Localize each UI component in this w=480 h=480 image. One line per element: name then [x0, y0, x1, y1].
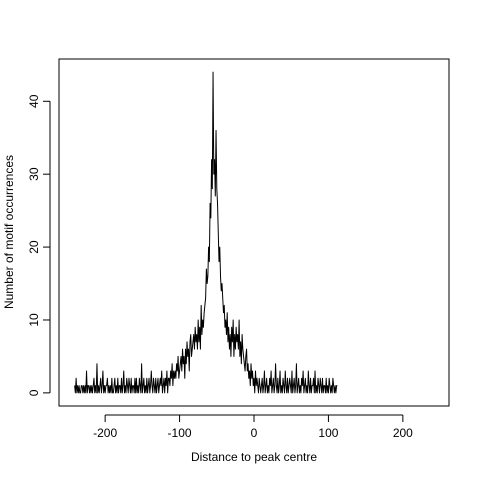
series-line: [74, 71, 338, 394]
y-tick-label: 10: [27, 313, 41, 327]
y-axis: 0 10 20 30 40: [27, 94, 51, 396]
x-tick-label: 0: [251, 426, 258, 440]
x-tick-label: -200: [93, 426, 117, 440]
y-tick-label: 30: [27, 167, 41, 181]
plot-frame: [58, 58, 450, 407]
y-tick-label: 40: [27, 94, 41, 108]
y-tick-label: 20: [27, 240, 41, 254]
x-axis: -200 -100 0 100 200: [93, 414, 413, 440]
y-axis-title: Number of motif occurrences: [2, 155, 16, 309]
x-axis-title: Distance to peak centre: [191, 450, 317, 464]
y-tick-label: 0: [27, 389, 41, 396]
x-tick-label: 200: [393, 426, 413, 440]
x-tick-label: -100: [168, 426, 192, 440]
x-tick-label: 100: [318, 426, 338, 440]
